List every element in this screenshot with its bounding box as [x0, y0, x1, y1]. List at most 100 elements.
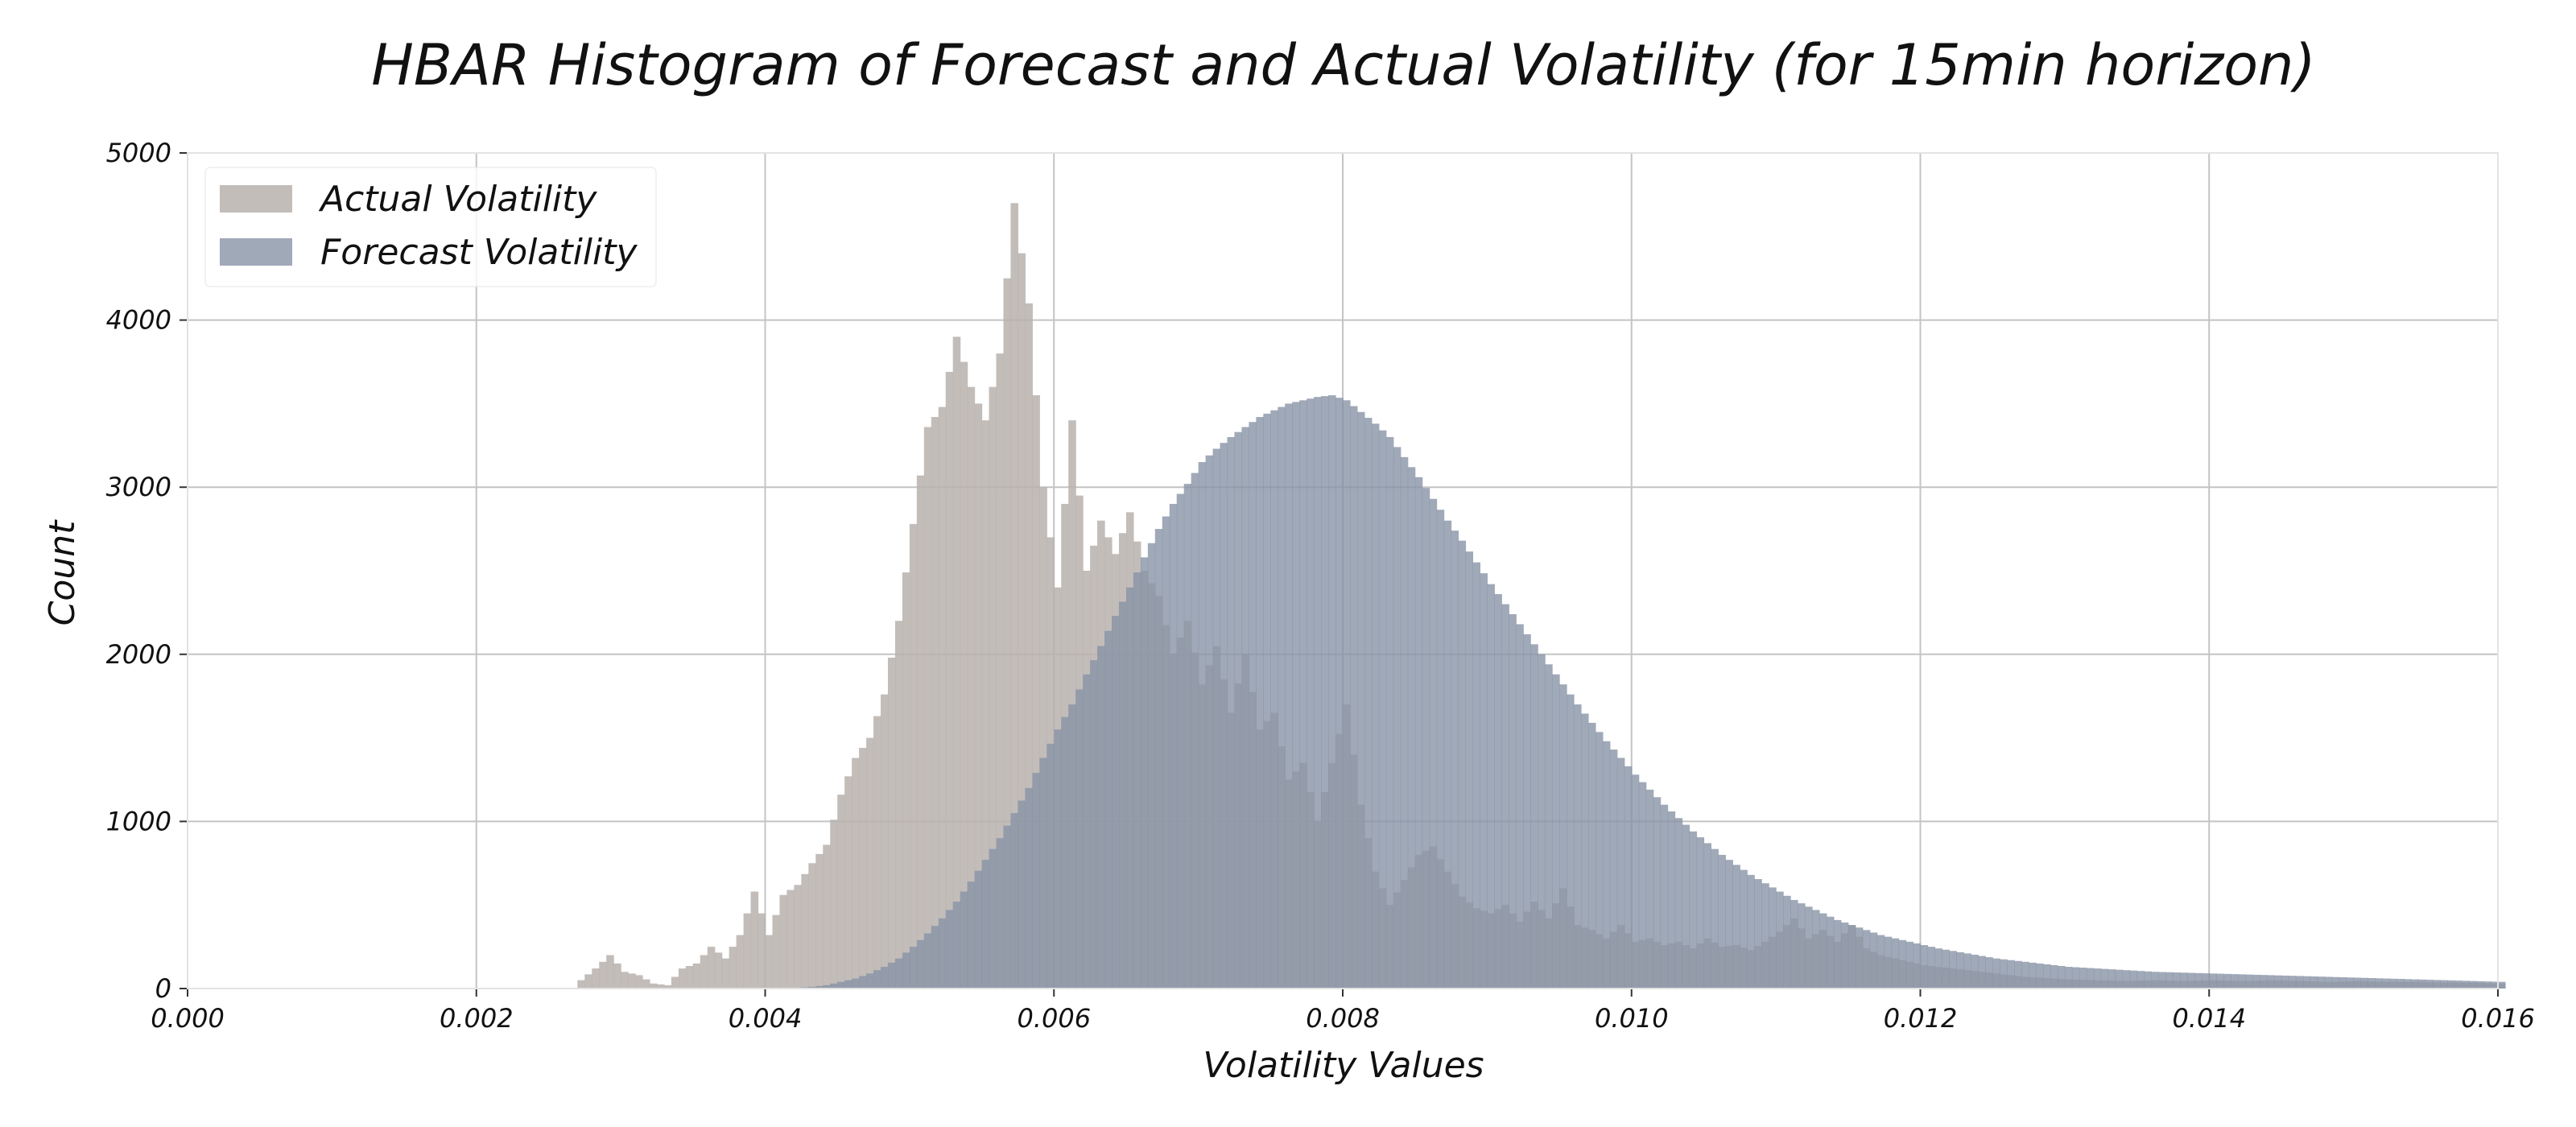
- forecast-volatility-bar: [1631, 774, 1640, 989]
- forecast-volatility-bar: [2000, 959, 2008, 989]
- forecast-volatility-bar: [2187, 972, 2195, 989]
- forecast-volatility-bar: [866, 973, 874, 989]
- actual-volatility-bar: [729, 947, 737, 989]
- forecast-volatility-bar: [2331, 976, 2340, 989]
- x-tick-label: 0.012: [1884, 1003, 1958, 1034]
- actual-volatility-bar: [758, 913, 766, 989]
- actual-volatility-bar: [779, 894, 788, 989]
- forecast-volatility-bar: [2462, 980, 2470, 989]
- forecast-volatility-bar: [2295, 976, 2304, 989]
- forecast-volatility-bar: [1249, 422, 1257, 989]
- actual-volatility-bar: [642, 979, 650, 989]
- forecast-volatility-bar: [1480, 573, 1488, 989]
- forecast-volatility-bar: [1776, 891, 1784, 989]
- forecast-volatility-bar: [1703, 843, 1712, 989]
- forecast-volatility-bar: [938, 918, 947, 989]
- forecast-volatility-bar: [1451, 530, 1459, 989]
- forecast-volatility-bar: [1805, 906, 1813, 989]
- chart-title: HBAR Histogram of Forecast and Actual Vo…: [371, 32, 2315, 98]
- forecast-volatility-bar: [1689, 831, 1698, 989]
- forecast-volatility-bar: [1032, 773, 1040, 989]
- forecast-volatility-bar: [873, 970, 881, 989]
- forecast-volatility-bar: [1761, 883, 1769, 989]
- forecast-volatility-bar: [1328, 395, 1336, 989]
- forecast-volatility-bar: [1818, 913, 1827, 989]
- forecast-volatility-bar: [1443, 520, 1452, 989]
- actual-volatility-bar: [714, 952, 723, 989]
- legend-swatch-forecast: [220, 238, 292, 266]
- forecast-volatility-bar: [1545, 664, 1553, 989]
- legend-swatch-actual: [220, 185, 292, 213]
- forecast-volatility-bar: [902, 952, 910, 989]
- x-tick-label: 0.016: [2461, 1003, 2535, 1034]
- forecast-volatility-bar: [2209, 973, 2217, 989]
- forecast-volatility-bar: [1811, 910, 1820, 989]
- forecast-volatility-bar: [2260, 975, 2268, 989]
- forecast-volatility-bar: [1927, 947, 1936, 989]
- forecast-volatility-bar: [2498, 981, 2506, 989]
- forecast-volatility-bar: [1472, 562, 1481, 989]
- actual-volatility-bar: [577, 980, 585, 989]
- actual-volatility-bar: [628, 973, 636, 989]
- actual-volatility-bar: [743, 913, 752, 989]
- actual-volatility-bar: [1003, 278, 1012, 989]
- forecast-volatility-bar: [1356, 411, 1365, 989]
- actual-volatility-bar: [707, 947, 716, 989]
- forecast-volatility-bar: [1263, 413, 1271, 989]
- actual-volatility-bar: [635, 975, 643, 989]
- forecast-volatility-bar: [2238, 974, 2246, 989]
- actual-volatility-bar: [671, 976, 679, 989]
- forecast-volatility-bar: [1183, 484, 1192, 989]
- forecast-volatility-bar: [2100, 968, 2109, 989]
- forecast-volatility-bar: [1068, 704, 1076, 989]
- legend-label-forecast: Forecast Volatility: [320, 232, 638, 273]
- forecast-volatility-bar: [1176, 493, 1185, 989]
- actual-volatility-bar: [613, 963, 621, 989]
- actual-volatility-bar: [887, 657, 896, 989]
- forecast-volatility-bar: [1538, 654, 1546, 989]
- forecast-volatility-bar: [2231, 974, 2239, 989]
- forecast-volatility-bar: [2158, 972, 2167, 989]
- forecast-volatility-bar: [967, 881, 976, 989]
- forecast-volatility-bar: [1674, 818, 1683, 989]
- forecast-volatility-bar: [1949, 951, 1957, 989]
- forecast-volatility-bar: [1046, 743, 1055, 989]
- actual-volatility-bar: [830, 819, 838, 989]
- forecast-volatility-bar: [960, 891, 968, 989]
- y-tick-label: 2000: [106, 639, 171, 670]
- actual-volatility-bar: [599, 961, 607, 989]
- forecast-volatility-bar: [1530, 644, 1538, 989]
- actual-volatility-bar: [952, 336, 961, 989]
- forecast-volatility-bar: [1769, 887, 1777, 989]
- forecast-volatility-bar: [1978, 956, 1986, 989]
- forecast-volatility-bar: [1154, 529, 1163, 989]
- actual-volatility-bar: [981, 420, 990, 989]
- forecast-volatility-bar: [1920, 945, 1929, 989]
- forecast-volatility-bar: [2317, 976, 2326, 989]
- forecast-volatility-bar: [981, 860, 990, 989]
- actual-volatility-bar: [765, 935, 774, 989]
- forecast-volatility-bar: [2223, 973, 2231, 989]
- forecast-volatility-bar: [2165, 972, 2174, 989]
- forecast-volatility-bar: [1971, 954, 1979, 989]
- forecast-volatility-bar: [1075, 689, 1084, 989]
- actual-volatility-bar: [750, 891, 759, 989]
- forecast-volatility-bar: [2281, 975, 2289, 989]
- forecast-volatility-bar: [1241, 427, 1250, 989]
- axes: [180, 152, 2499, 997]
- forecast-volatility-bar: [2273, 975, 2282, 989]
- forecast-volatility-bar: [1039, 758, 1047, 989]
- forecast-volatility-bar: [2007, 960, 2015, 989]
- actual-volatility-bar: [852, 758, 860, 989]
- forecast-volatility-bar: [945, 910, 954, 989]
- actual-volatility-bar: [721, 958, 730, 989]
- forecast-volatility-bar: [2396, 979, 2405, 989]
- forecast-volatility-bar: [923, 933, 932, 989]
- y-tick-label: 3000: [106, 472, 171, 502]
- forecast-volatility-bar: [1580, 713, 1589, 989]
- forecast-volatility-bar: [1552, 674, 1560, 989]
- forecast-volatility-bar: [2014, 960, 2022, 989]
- forecast-volatility-bar: [1364, 418, 1373, 989]
- actual-volatility-bar: [1010, 203, 1019, 989]
